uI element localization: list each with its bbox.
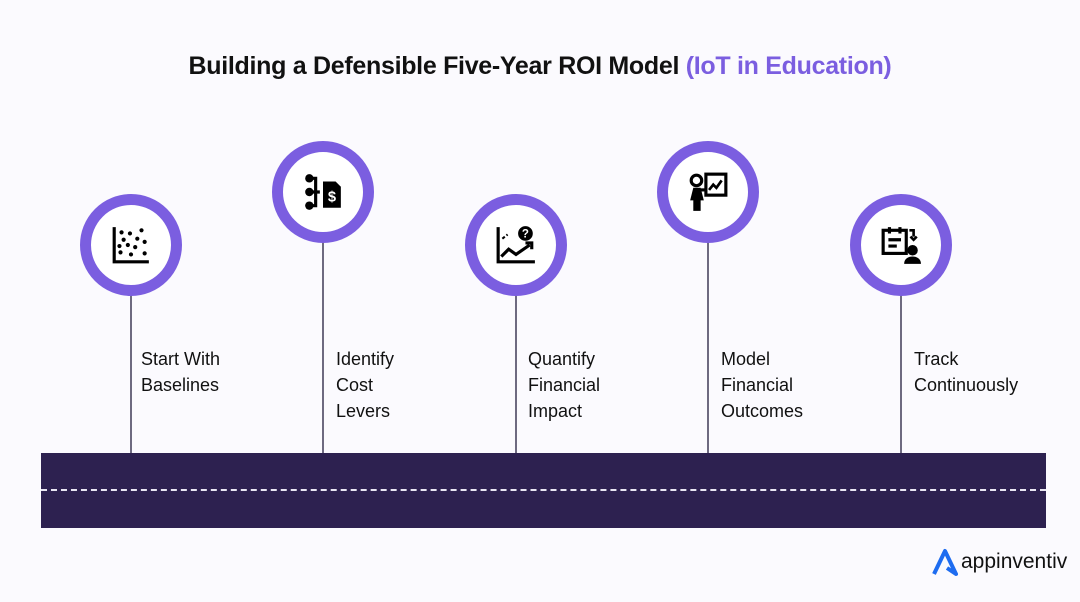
step-2-circle: $ <box>272 141 374 243</box>
step-4-circle <box>657 141 759 243</box>
chart-question-icon: ? <box>496 226 535 264</box>
svg-text:$: $ <box>328 189 336 205</box>
step-1-stem <box>130 290 132 453</box>
presenter-chart-icon <box>689 172 728 211</box>
logo-text: appinventiv <box>961 550 1068 573</box>
step-4-label: Model Financial Outcomes <box>721 346 803 424</box>
step-4-stem <box>707 238 709 453</box>
page-title: Building a Defensible Five-Year ROI Mode… <box>0 52 1080 81</box>
label-line: Levers <box>336 401 391 421</box>
step-3-circle: ? <box>465 194 567 296</box>
label-line: Cost <box>336 375 374 395</box>
step-3-stem <box>515 290 517 453</box>
label-line: Impact <box>528 401 583 421</box>
title-accent: (IoT in Education) <box>685 52 892 80</box>
label-line: Financial <box>721 375 794 395</box>
appinventiv-logo-icon <box>932 549 958 576</box>
label-line: Continuously <box>914 375 1019 395</box>
step-1-label: Start With Baselines <box>141 346 220 398</box>
label-line: Financial <box>528 375 601 395</box>
label-line: Baselines <box>141 375 220 395</box>
cost-branches-dollar-icon: $ <box>305 174 341 210</box>
label-line: Model <box>721 349 771 369</box>
step-1-circle <box>80 194 182 296</box>
appinventiv-logo: appinventiv <box>932 548 1067 576</box>
label-line: Track <box>914 349 959 369</box>
road-dashed-line <box>41 489 1046 491</box>
title-main: Building a Defensible Five-Year ROI Mode… <box>188 52 686 80</box>
step-5-stem <box>900 290 902 453</box>
label-line: Quantify <box>528 349 596 369</box>
step-2-stem <box>322 238 324 453</box>
step-5-label: Track Continuously <box>914 346 1018 398</box>
label-line: Identify <box>336 349 395 369</box>
calendar-user-icon <box>881 227 921 264</box>
label-line: Start With <box>141 349 221 369</box>
step-2-label: Identify Cost Levers <box>336 346 394 424</box>
scatter-plot-icon <box>112 227 149 264</box>
label-line: Outcomes <box>721 401 804 421</box>
svg-text:?: ? <box>522 229 529 241</box>
step-5-circle <box>850 194 952 296</box>
step-3-label: Quantify Financial Impact <box>528 346 600 424</box>
